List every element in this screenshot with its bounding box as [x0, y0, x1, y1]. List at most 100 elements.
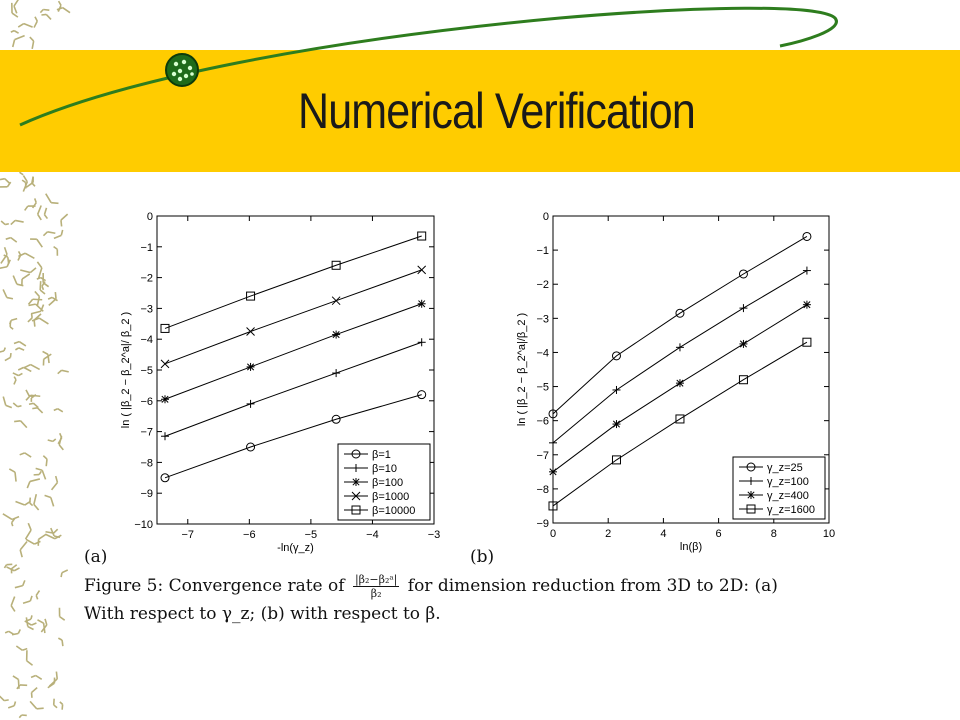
- pattern-glyph: [19, 540, 28, 558]
- data-point: [611, 455, 621, 465]
- pattern-glyph: [4, 630, 14, 635]
- legend-label: β=1: [372, 449, 391, 461]
- panel-a-tag: (a): [84, 547, 108, 567]
- legend-label: γ_z=25: [767, 462, 803, 474]
- pattern-glyph: [59, 701, 64, 710]
- data-point: [160, 359, 170, 369]
- data-point: [161, 395, 170, 404]
- pattern-glyph: [0, 347, 7, 353]
- y-tick-label: −2: [536, 279, 549, 291]
- slide-title: Numerical Verification: [298, 83, 696, 139]
- y-tick-label: −6: [140, 396, 153, 408]
- legend-entry: γ_z=1600: [739, 504, 815, 516]
- data-point: [331, 296, 341, 306]
- pattern-glyph: [0, 259, 11, 270]
- decorative-side-pattern: [0, 0, 71, 719]
- data-point: [332, 369, 341, 378]
- data-point: [417, 231, 427, 241]
- pattern-glyph: [60, 213, 69, 227]
- data-point: [739, 304, 748, 313]
- title-band: [0, 6, 960, 172]
- data-point: [802, 300, 811, 309]
- x-tick-label: 10: [823, 528, 835, 540]
- pattern-glyph: [30, 687, 38, 698]
- pattern-glyph: [44, 494, 55, 507]
- caption-prefix: Figure 5: Convergence rate of: [84, 576, 345, 596]
- pattern-glyph: [58, 607, 66, 621]
- pattern-glyph: [17, 251, 22, 261]
- pattern-glyph: [8, 468, 17, 482]
- pattern-glyph: [52, 698, 58, 709]
- legend-label: β=10: [372, 463, 397, 475]
- y-tick-label: −8: [140, 457, 153, 469]
- x-tick-label: −4: [366, 529, 379, 541]
- pattern-glyph: [36, 205, 42, 221]
- pattern-glyph: [25, 538, 41, 545]
- series-star: [549, 300, 811, 476]
- series-square: [160, 231, 427, 333]
- y-tick-label: 0: [147, 211, 153, 223]
- pattern-glyph: [26, 478, 41, 489]
- pattern-glyph: [31, 176, 36, 187]
- legend-label: β=10000: [372, 505, 415, 517]
- legend-entry: γ_z=400: [739, 490, 809, 502]
- y-tick-label: −4: [140, 334, 153, 346]
- y-tick-label: −8: [536, 484, 549, 496]
- legend-label: γ_z=400: [767, 490, 809, 502]
- y-tick-label: −9: [536, 518, 549, 530]
- data-point: [802, 231, 812, 241]
- chart-legend: γ_z=25 γ_z=100 γ_z=400 γ_z=1600: [732, 456, 826, 520]
- data-point: [548, 501, 558, 511]
- data-point: [738, 269, 748, 279]
- x-tick-label: 4: [660, 528, 666, 540]
- y-tick-label: −3: [140, 303, 153, 315]
- chart-panel-a: −7 −6 −5 −4 −3 0 −1 −2 −3 −4 −5 −6 −7 −8 −9 −10 -ln(γ_z)…: [120, 211, 440, 554]
- pattern-glyph: [11, 629, 21, 636]
- pattern-glyph: [13, 376, 17, 385]
- pattern-glyph: [33, 16, 38, 28]
- x-tick-label: 8: [771, 528, 777, 540]
- y-axis-label: ln ( |β_2 − β_2^a|/ β_2 ): [120, 312, 132, 428]
- data-point: [802, 266, 811, 275]
- pattern-glyph: [48, 292, 57, 306]
- series-circle: [160, 390, 427, 483]
- pattern-glyph: [43, 207, 49, 220]
- legend-entry: γ_z=25: [739, 462, 803, 474]
- pattern-glyph: [0, 181, 12, 188]
- pattern-glyph: [29, 700, 44, 710]
- figure-caption-line-1: Figure 5: Convergence rate of |β₂−β₂ᵃ| β…: [84, 573, 778, 600]
- legend-label: β=100: [372, 477, 403, 489]
- series-square: [548, 337, 812, 511]
- pattern-glyph: [35, 467, 47, 480]
- data-point: [417, 390, 427, 400]
- data-point: [160, 473, 170, 483]
- pattern-glyph: [24, 522, 32, 540]
- y-tick-label: −9: [140, 488, 153, 500]
- pattern-glyph: [10, 2, 19, 18]
- pattern-glyph: [25, 394, 41, 401]
- data-point: [417, 338, 426, 347]
- y-tick-label: −5: [140, 365, 153, 377]
- panel-b-tag: (b): [470, 547, 495, 567]
- legend-label: β=1000: [372, 491, 409, 503]
- y-tick-label: −7: [536, 450, 549, 462]
- pattern-glyph: [23, 363, 41, 371]
- pattern-glyph: [53, 229, 64, 240]
- pattern-glyph: [27, 298, 43, 305]
- pattern-glyph: [21, 179, 27, 189]
- series-line: [164, 394, 422, 479]
- pattern-glyph: [2, 396, 13, 409]
- series-line: [164, 341, 422, 437]
- x-tick-label: −3: [428, 529, 441, 541]
- data-point: [246, 291, 256, 301]
- pattern-glyph: [32, 407, 44, 414]
- pattern-glyph: [57, 369, 69, 375]
- pattern-glyph: [39, 8, 50, 14]
- series-x: [160, 265, 427, 369]
- pattern-glyph: [22, 595, 33, 605]
- yellow-band: [0, 50, 960, 172]
- series-line: [164, 269, 422, 365]
- pattern-glyph: [19, 452, 32, 458]
- pattern-glyph: [53, 246, 59, 256]
